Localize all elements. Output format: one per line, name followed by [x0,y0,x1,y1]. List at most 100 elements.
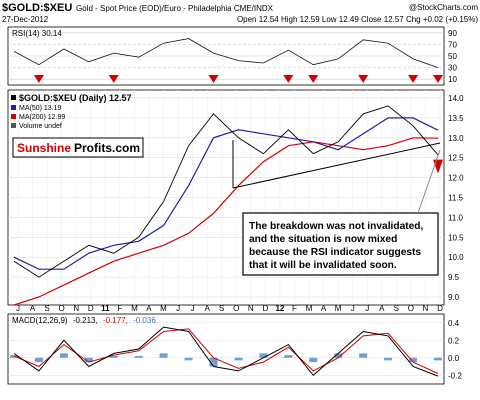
rsi-tick-label: 70 [448,40,457,49]
rsi-arrow-marker [208,75,219,83]
macd-hist-bar [434,357,442,361]
annotation-line: The breakdown was not invalidated, [249,221,424,232]
chart-symbol: $GOLD:$XEU [2,2,72,14]
price-tick-label: 13.0 [448,134,464,143]
rsi-label: RSI(14) 30.14 [12,29,62,38]
x-axis-label: M [160,304,167,313]
rsi-arrow-marker [283,75,294,83]
ohlc-readout: Open 12.54 High 12.59 Low 12.49 Close 12… [237,15,478,24]
x-axis-label: 11 [101,304,110,313]
annotation-box [242,212,439,276]
legend-swatch-price [11,95,16,100]
macd-hist-bar [409,357,418,363]
rsi-tick-label: 30 [448,64,457,73]
price-tick-label: 9.5 [448,273,460,282]
rsi-tick-label: 50 [448,52,457,61]
legend-ma200: MA(200) 12.99 [19,114,65,121]
x-axis-label: J [176,304,180,313]
legend-price: $GOLD:$XEU (Daily) 12.57 [19,93,132,103]
annotation-line: that it will be invalidated soon. [249,260,397,271]
legend-swatch-ma200 [11,114,16,119]
x-axis-label: D [88,304,94,313]
x-axis-label: J [191,304,195,313]
price-tick-label: 13.5 [448,114,464,123]
macd-hist-bar [109,356,118,358]
x-axis-label: J [365,304,369,313]
macd-line [13,326,439,377]
legend-swatch-volume [11,123,16,128]
macd-hist-bar [384,357,393,361]
macd-hist-bar [134,356,143,358]
x-axis-label: A [205,304,211,313]
macd-tick-label: 0.2 [448,336,460,345]
x-axis-label: D [437,304,443,313]
macd-hist-bar [259,353,268,358]
macd-panel-frame [7,313,445,385]
x-axis-label: F [117,304,122,313]
x-axis-label: N [248,304,254,313]
rsi-arrow-marker [108,75,119,83]
watermark: @StockCharts.com [409,3,478,12]
legend-ma50: MA(50) 13.19 [19,105,62,112]
rsi-arrows [33,75,443,83]
macd-hist-bar [234,357,243,361]
rsi-arrow-marker [433,75,443,83]
rsi-arrow-marker [33,75,44,83]
logo-sunshine: Sunshine [17,141,71,155]
macd-signal-value: -0.177, [103,316,128,325]
chart-date: 27-Dec-2012 [2,15,49,24]
x-axis-label: M [131,304,138,313]
macd-tick-label: 0.4 [448,319,460,328]
x-axis-label: D [262,304,268,313]
price-line [13,105,439,278]
x-axis-label: O [233,304,239,313]
price-tick-label: 14.0 [448,94,464,103]
ma50-line [13,117,439,270]
rsi-axis: 90 70 50 30 10 [448,29,457,84]
price-axis: 14.0 13.5 13.0 12.5 12.0 11.5 11.0 10.5 10.0 9.5 9… [448,94,464,302]
x-axis-label: N [73,304,79,313]
price-tick-label: 10.0 [448,253,464,262]
macd-grid [8,322,444,376]
macd-hist-bar [209,357,218,367]
x-axis-labels: J A S O N D 11 F M A M J J A S O N D 12 F M A M J J A S O N D [16,304,443,313]
macd-hist-bar [309,357,318,363]
x-axis-label: S [219,304,224,313]
x-axis-label: S [44,304,49,313]
macd-hist-bar [84,357,93,363]
x-axis-label: 12 [275,304,284,313]
rsi-arrow-marker [358,75,369,83]
rsi-arrow-marker [408,75,419,83]
x-axis-label: A [321,304,327,313]
x-axis-label: N [423,304,429,313]
x-axis-label: J [16,304,20,313]
legend-volume: Volume undef [19,123,62,130]
rsi-line [13,38,439,68]
macd-hist-bar [184,357,193,361]
macd-hist-bar [334,353,343,358]
rsi-arrow-marker [308,75,319,83]
price-tick-label: 11.5 [448,194,464,203]
macd-tick-label: -0.2 [448,371,462,380]
macd-hist-bar [59,353,68,358]
ma200-line [13,137,439,306]
chart-description: Gold - Spot Price (EOD)/Euro - Philadelp… [76,4,274,13]
macd-hist-bar [359,353,368,358]
annotation-line: because the RSI indicator suggests [249,247,421,258]
x-axis-label: A [30,304,36,313]
x-axis-label: M [306,304,313,313]
annotation-line: and the situation is now mixed [249,234,397,245]
x-axis-label: F [292,304,297,313]
x-axis-label: M [335,304,342,313]
macd-hist-value: -0.036 [133,316,156,325]
rsi-tick-label: 10 [448,75,457,84]
annotation-pointer [417,149,441,214]
legend-swatch-ma50 [11,105,16,110]
price-tick-label: 9.0 [448,293,460,302]
x-axis-label: A [146,304,152,313]
macd-tick-label: 0.0 [448,354,460,363]
macd-signal-line [13,328,439,374]
macd-hist-bar [284,355,293,358]
